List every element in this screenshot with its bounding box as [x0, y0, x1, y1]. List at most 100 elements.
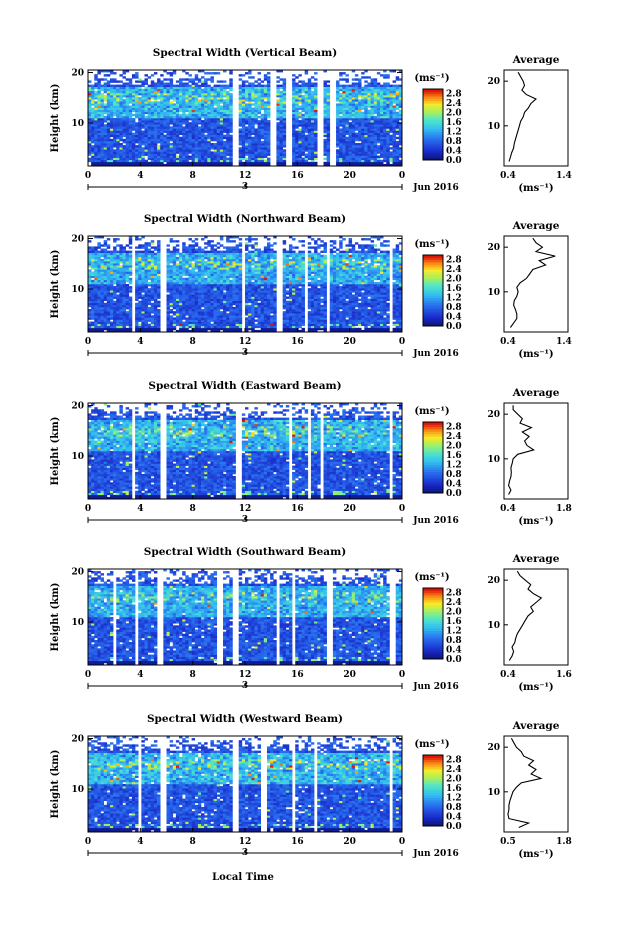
heatmap-cell	[198, 99, 201, 101]
x-tick-label: 16	[291, 171, 304, 181]
heatmap-cell	[239, 74, 242, 76]
heatmap-cell	[283, 110, 286, 112]
heatmap-cell	[308, 87, 311, 89]
heatmap-cell	[327, 80, 330, 82]
heatmap-cell	[217, 120, 220, 122]
heatmap-cell	[94, 261, 97, 263]
heatmap-cell	[157, 255, 160, 257]
heatmap-cell	[135, 99, 138, 101]
heatmap-cell	[374, 128, 377, 130]
heatmap-cell	[355, 101, 358, 103]
heatmap-cell	[91, 162, 94, 164]
heatmap-cell	[389, 108, 392, 110]
heatmap-cell	[116, 158, 119, 160]
colorbar-segment	[423, 101, 443, 104]
heatmap-cell	[364, 145, 367, 147]
heatmap-cell	[119, 319, 122, 321]
heatmap-cell	[242, 83, 245, 85]
heatmap-cell	[336, 149, 339, 151]
heatmap-cell	[364, 112, 367, 114]
heatmap-cell	[371, 122, 374, 124]
heatmap-cell	[295, 141, 298, 143]
heatmap-cell	[104, 108, 107, 110]
heatmap-cell	[104, 244, 107, 246]
heatmap-cell	[188, 282, 191, 284]
heatmap-cell	[198, 85, 201, 87]
heatmap-cell	[148, 303, 151, 305]
heatmap-cell	[119, 278, 122, 280]
heatmap-cell	[308, 139, 311, 141]
heatmap-cell	[308, 114, 311, 116]
heatmap-cell	[198, 137, 201, 139]
heatmap-cell	[141, 147, 144, 149]
heatmap-cell	[185, 305, 188, 307]
heatmap-cell	[160, 145, 163, 147]
heatmap-cell	[223, 103, 226, 105]
heatmap-cell	[254, 131, 257, 133]
heatmap-cell	[91, 124, 94, 126]
heatmap-cell	[308, 147, 311, 149]
heatmap-cell	[123, 99, 126, 101]
heatmap-cell	[123, 299, 126, 301]
heatmap-cell	[163, 128, 166, 130]
heatmap-cell	[223, 93, 226, 95]
heatmap-cell	[220, 114, 223, 116]
heatmap-cell	[119, 274, 122, 276]
heatmap-cell	[358, 112, 361, 114]
heatmap-cell	[327, 103, 330, 105]
heatmap-cell	[185, 83, 188, 85]
heatmap-cell	[308, 108, 311, 110]
heatmap-cell	[361, 87, 364, 89]
heatmap-cell	[91, 108, 94, 110]
heatmap-cell	[116, 288, 119, 290]
heatmap-cell	[179, 91, 182, 93]
heatmap-cell	[157, 85, 160, 87]
heatmap-cell	[88, 269, 91, 271]
heatmap-cell	[311, 95, 314, 97]
heatmap-cell	[292, 137, 295, 139]
heatmap-cell	[176, 324, 179, 326]
heatmap-cell	[88, 151, 91, 153]
heatmap-cell	[239, 156, 242, 158]
heatmap-cell	[352, 124, 355, 126]
heatmap-cell	[349, 147, 352, 149]
heatmap-cell	[217, 72, 220, 74]
heatmap-cell	[151, 153, 154, 155]
heatmap-cell	[173, 105, 176, 107]
heatmap-cell	[264, 74, 267, 76]
heatmap-cell	[308, 158, 311, 160]
heatmap-cell	[280, 147, 283, 149]
heatmap-cell	[367, 85, 370, 87]
heatmap-cell	[226, 131, 229, 133]
heatmap-cell	[358, 137, 361, 139]
heatmap-cell	[170, 105, 173, 107]
heatmap-cell	[242, 85, 245, 87]
heatmap-cell	[280, 78, 283, 80]
heatmap-cell	[157, 83, 160, 85]
heatmap-cell	[308, 112, 311, 114]
heatmap-cell	[135, 278, 138, 280]
heatmap-cell	[94, 322, 97, 324]
heatmap-cell	[113, 305, 116, 307]
heatmap-cell	[126, 158, 129, 160]
heatmap-cell	[167, 249, 170, 251]
heatmap-cell	[123, 151, 126, 153]
heatmap-cell	[170, 110, 173, 112]
heatmap-cell	[151, 259, 154, 261]
heatmap-cell	[195, 315, 198, 317]
heatmap-cell	[192, 253, 195, 255]
heatmap-cell	[94, 126, 97, 128]
heatmap-cell	[396, 76, 399, 78]
heatmap-cell	[311, 135, 314, 137]
heatmap-cell	[107, 299, 110, 301]
heatmap-cell	[154, 303, 157, 305]
heatmap-cell	[185, 126, 188, 128]
heatmap-cell	[167, 99, 170, 101]
heatmap-cell	[135, 124, 138, 126]
heatmap-cell	[176, 244, 179, 246]
heatmap-cell	[94, 145, 97, 147]
heatmap-cell	[352, 156, 355, 158]
heatmap-cell	[283, 145, 286, 147]
heatmap-cell	[383, 108, 386, 110]
heatmap-cell	[135, 87, 138, 89]
